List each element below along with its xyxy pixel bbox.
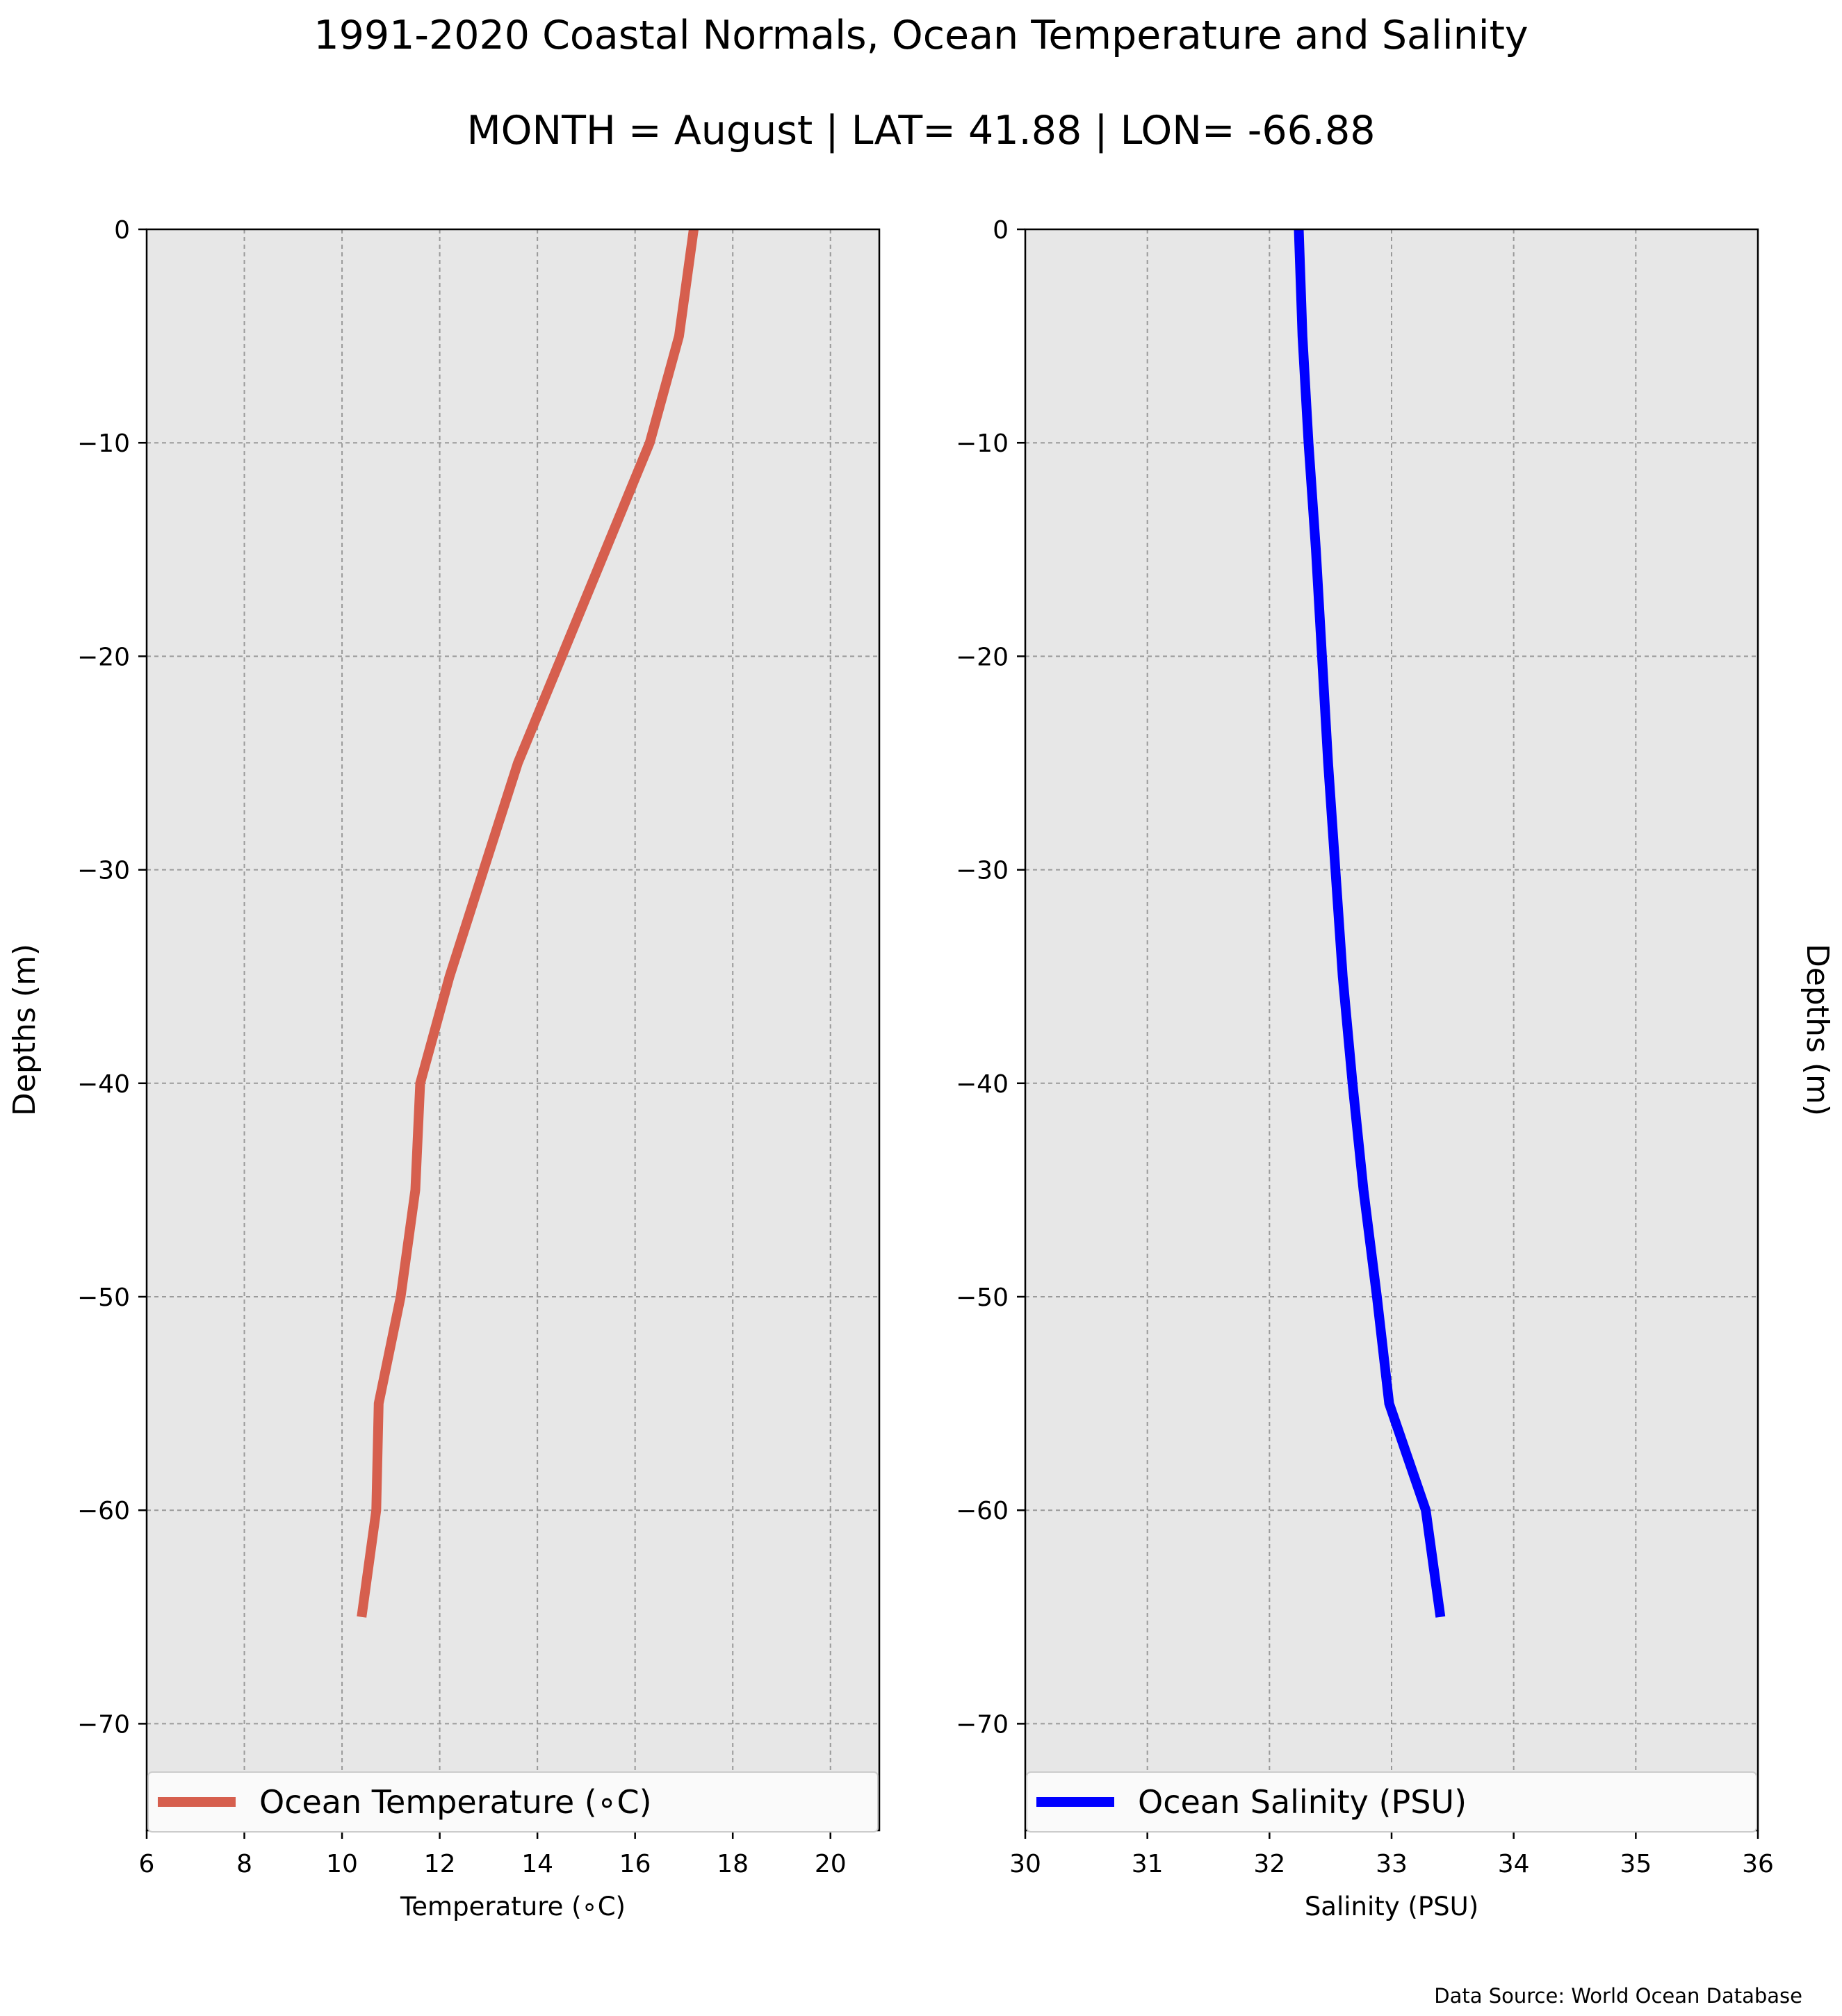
y-tick-label: 0 bbox=[114, 216, 130, 245]
series-line bbox=[1294, 229, 1446, 1618]
x-tick-label: 18 bbox=[717, 1850, 749, 1878]
y-axis-label: Depths (m) bbox=[1800, 944, 1835, 1116]
chart-title: 1991-2020 Coastal Normals, Ocean Tempera… bbox=[313, 13, 1529, 58]
y-tick-label: −70 bbox=[77, 1710, 130, 1739]
y-tick-label: −10 bbox=[956, 429, 1009, 458]
x-tick-label: 10 bbox=[326, 1850, 358, 1878]
x-tick-label: 34 bbox=[1498, 1850, 1530, 1878]
x-axis-label: Temperature (∘C) bbox=[400, 1892, 626, 1921]
y-tick-label: −20 bbox=[956, 643, 1009, 671]
y-tick-label: −70 bbox=[956, 1710, 1009, 1739]
x-tick-label: 36 bbox=[1742, 1850, 1774, 1878]
y-tick-label: −20 bbox=[77, 643, 130, 671]
x-tick-label: 33 bbox=[1376, 1850, 1408, 1878]
plot-area bbox=[147, 229, 879, 1830]
temperature-panel: 6 8 10 12 14 16 18 20 0 −10 −20 −30 −40 −50 −60 −70 Temp… bbox=[7, 216, 881, 1921]
legend-box bbox=[1026, 1771, 1757, 1833]
y-axis-label: Depths (m) bbox=[7, 944, 42, 1116]
y-tick-label: 0 bbox=[993, 216, 1009, 245]
y-tick-label: −60 bbox=[956, 1497, 1009, 1525]
x-tick-label: 8 bbox=[236, 1850, 252, 1878]
y-tick-label: −30 bbox=[956, 857, 1009, 885]
salinity-panel: 30 31 32 33 34 35 36 0 −10 −20 −30 −40 −50 −60 −70 Sali… bbox=[956, 216, 1835, 1921]
y-tick-label: −60 bbox=[77, 1497, 130, 1525]
x-tick-label: 35 bbox=[1620, 1850, 1652, 1878]
x-tick-label: 31 bbox=[1132, 1850, 1164, 1878]
x-tick-label: 16 bbox=[619, 1850, 651, 1878]
x-tick-label: 32 bbox=[1253, 1850, 1285, 1878]
x-tick-label: 6 bbox=[139, 1850, 155, 1878]
y-tick-label: −40 bbox=[77, 1070, 130, 1099]
legend-label: Ocean Salinity (PSU) bbox=[1138, 1783, 1467, 1821]
y-tick-label: −50 bbox=[77, 1284, 130, 1312]
y-tick-label: −50 bbox=[956, 1284, 1009, 1312]
x-tick-label: 14 bbox=[521, 1850, 553, 1878]
legend-box bbox=[147, 1771, 879, 1833]
y-tick-label: −30 bbox=[77, 857, 130, 885]
chart-subtitle: MONTH = August | LAT= 41.88 | LON= -66.8… bbox=[466, 108, 1376, 154]
x-tick-label: 20 bbox=[815, 1850, 847, 1878]
x-tick-label: 12 bbox=[424, 1850, 456, 1878]
legend-label: Ocean Temperature (∘C) bbox=[259, 1783, 652, 1821]
x-axis-label: Salinity (PSU) bbox=[1305, 1892, 1478, 1921]
series-line bbox=[357, 229, 699, 1618]
y-tick-label: −40 bbox=[956, 1070, 1009, 1099]
data-source-note: Data Source: World Ocean Database bbox=[1434, 1984, 1802, 2008]
x-tick-label: 30 bbox=[1009, 1850, 1041, 1878]
y-tick-label: −10 bbox=[77, 429, 130, 458]
